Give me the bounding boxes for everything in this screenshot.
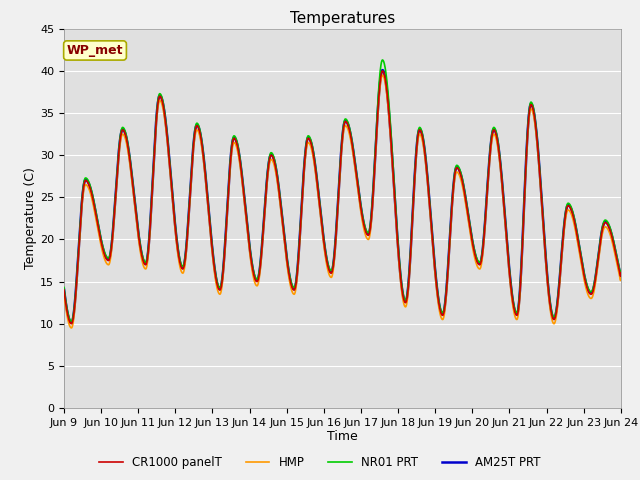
NR01 PRT xyxy=(505,257,513,263)
HMP xyxy=(379,72,387,78)
Line: HMP: HMP xyxy=(64,75,621,328)
CR1000 panelT xyxy=(617,271,625,276)
CR1000 panelT xyxy=(68,321,76,326)
NR01 PRT xyxy=(60,285,68,290)
NR01 PRT xyxy=(68,318,76,324)
HMP xyxy=(216,291,223,297)
AM25T PRT xyxy=(505,259,513,264)
NR01 PRT xyxy=(359,213,367,219)
AM25T PRT xyxy=(617,270,625,276)
HMP xyxy=(505,264,513,270)
CR1000 panelT xyxy=(60,287,68,293)
Line: CR1000 panelT: CR1000 panelT xyxy=(64,71,621,324)
CR1000 panelT xyxy=(379,68,387,74)
HMP xyxy=(359,220,367,226)
NR01 PRT xyxy=(617,268,625,274)
CR1000 panelT xyxy=(505,260,513,265)
AM25T PRT xyxy=(359,215,367,221)
Y-axis label: Temperature (C): Temperature (C) xyxy=(24,168,37,269)
NR01 PRT xyxy=(371,156,379,162)
AM25T PRT xyxy=(60,286,68,292)
CR1000 panelT xyxy=(568,209,576,215)
HMP xyxy=(371,167,379,172)
AM25T PRT xyxy=(68,320,76,326)
Text: WP_met: WP_met xyxy=(67,44,124,57)
AM25T PRT xyxy=(216,286,223,292)
HMP xyxy=(617,275,625,280)
HMP xyxy=(568,214,576,219)
NR01 PRT xyxy=(379,57,387,63)
HMP xyxy=(584,290,591,296)
AM25T PRT xyxy=(568,208,576,214)
AM25T PRT xyxy=(379,67,387,73)
AM25T PRT xyxy=(584,285,591,291)
Title: Temperatures: Temperatures xyxy=(290,11,395,26)
Line: NR01 PRT: NR01 PRT xyxy=(64,60,621,321)
NR01 PRT xyxy=(568,207,576,213)
CR1000 panelT xyxy=(584,286,591,292)
CR1000 panelT xyxy=(216,287,223,293)
NR01 PRT xyxy=(584,284,591,289)
HMP xyxy=(60,291,68,297)
CR1000 panelT xyxy=(371,162,379,168)
HMP xyxy=(68,325,76,331)
NR01 PRT xyxy=(216,285,223,290)
Line: AM25T PRT: AM25T PRT xyxy=(64,70,621,323)
X-axis label: Time: Time xyxy=(327,431,358,444)
Legend: CR1000 panelT, HMP, NR01 PRT, AM25T PRT: CR1000 panelT, HMP, NR01 PRT, AM25T PRT xyxy=(95,452,545,474)
AM25T PRT xyxy=(371,162,379,168)
CR1000 panelT xyxy=(359,216,367,222)
